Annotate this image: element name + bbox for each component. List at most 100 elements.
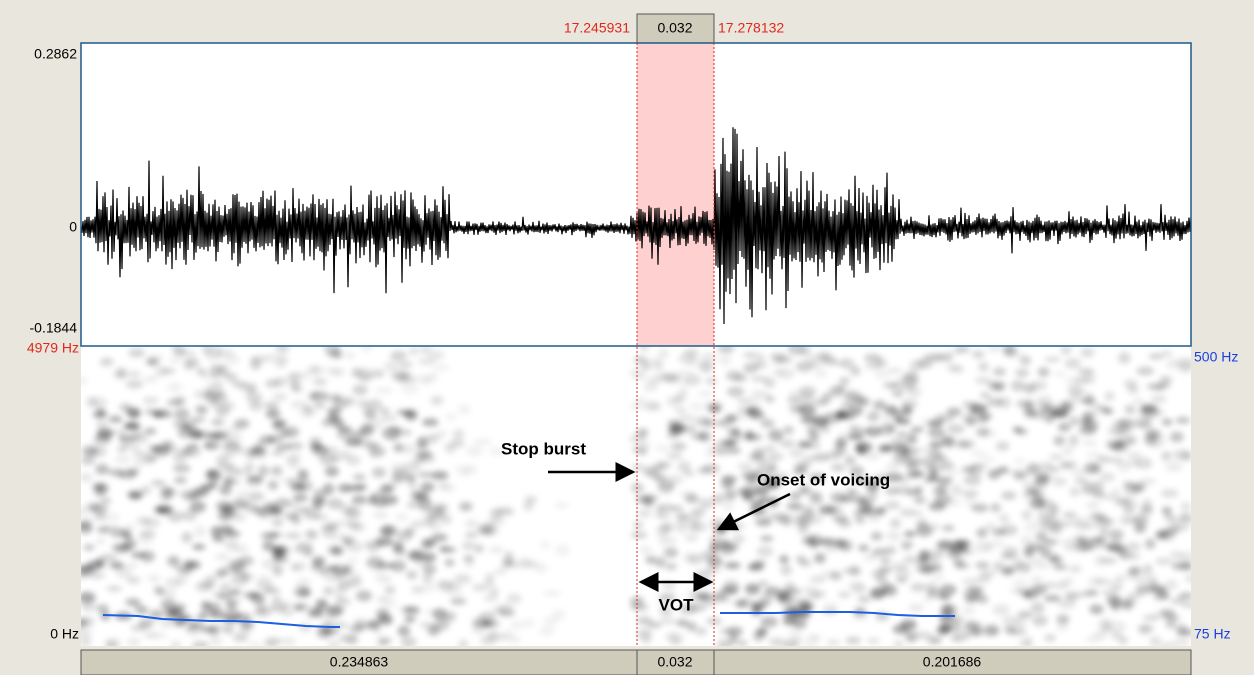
spectrogram-blob xyxy=(824,412,842,423)
spectrogram-blob xyxy=(727,448,741,454)
spectrogram-blob xyxy=(272,565,283,576)
spectrogram-blob xyxy=(1127,452,1142,458)
spectrogram-blob xyxy=(656,525,670,537)
spectrogram-blob xyxy=(909,471,925,477)
spectrogram-blob xyxy=(747,563,764,571)
spectrogram-blob xyxy=(808,541,820,549)
spectrogram-blob xyxy=(988,470,1000,480)
spectrogram-blob xyxy=(114,454,131,465)
spectrogram-blob xyxy=(999,513,1010,523)
spectrogram-blob xyxy=(372,467,386,478)
spectrogram-blob xyxy=(161,368,175,374)
spectrogram-blob xyxy=(697,467,711,474)
spectrogram-blob xyxy=(526,560,537,569)
spectrogram-blob xyxy=(673,373,684,381)
spectrogram-blob xyxy=(1006,351,1023,359)
spectrogram-blob xyxy=(473,544,484,553)
spectrogram-blob xyxy=(156,505,173,513)
spectrogram-blob xyxy=(131,551,146,558)
spectrogram-blob xyxy=(443,613,455,623)
spectrogram-blob xyxy=(86,396,98,407)
spectrogram-blob xyxy=(1162,506,1172,515)
spectrogram-blob xyxy=(1015,429,1027,435)
spectrogram-blob xyxy=(795,555,806,563)
spectrogram-blob xyxy=(845,456,856,466)
spectrogram-blob xyxy=(781,441,797,448)
spectrogram-blob xyxy=(637,428,648,438)
spectrogram-blob xyxy=(462,541,475,550)
spectrogram-blob xyxy=(309,392,324,403)
spectrogram-blob xyxy=(1065,358,1081,369)
waveform-zero: 0 xyxy=(69,219,77,235)
spectrogram-blob xyxy=(92,483,104,492)
spectrogram-blob xyxy=(756,546,773,557)
spectrogram-blob xyxy=(80,473,93,483)
spectrogram-blob xyxy=(978,362,988,372)
spectrogram-blob xyxy=(267,435,284,442)
spectrogram-blob xyxy=(1171,561,1183,570)
spectrogram-blob xyxy=(223,476,233,486)
spectrogram-blob xyxy=(272,422,285,431)
spectrogram-blob xyxy=(920,445,930,455)
spectrogram-blob xyxy=(395,513,408,521)
spectrogram-blob xyxy=(426,434,439,444)
spectrogram-blob xyxy=(1082,398,1093,407)
spectrogram-blob xyxy=(185,626,201,636)
spectrogram-blob xyxy=(691,522,708,532)
spectrogram-blob xyxy=(997,397,1011,409)
spectrogram-blob xyxy=(789,391,802,397)
spectrogram-blob xyxy=(730,429,741,436)
spectrogram-blob xyxy=(198,582,214,590)
spectrogram-blob xyxy=(429,350,444,360)
spectrogram-blob xyxy=(178,350,196,356)
spectrogram-blob xyxy=(1133,398,1145,406)
spectrogram-blob xyxy=(1099,472,1115,482)
spectrogram-blob xyxy=(1162,418,1173,425)
spectrogram-blob xyxy=(436,580,446,587)
spectrogram-blob xyxy=(129,493,141,500)
spectrogram-blob xyxy=(1099,527,1109,537)
spectrogram-blob xyxy=(95,558,105,567)
spectrogram-blob xyxy=(855,517,865,524)
spectrogram-blob xyxy=(951,484,963,496)
spectrogram-blob xyxy=(1058,599,1076,609)
spectrogram-blob xyxy=(923,476,934,484)
spectrogram-blob xyxy=(1160,378,1172,389)
spectrogram-blob xyxy=(1065,376,1081,387)
spectrogram-blob xyxy=(465,532,479,539)
spectrogram-blob xyxy=(329,454,341,462)
spectrogram-blob xyxy=(501,558,515,568)
spectrogram-blob xyxy=(96,538,106,544)
spectrogram-blob xyxy=(147,359,160,367)
spectrogram-blob xyxy=(450,598,466,605)
spectrogram-blob xyxy=(787,503,804,510)
spectrogram-blob xyxy=(282,426,299,438)
spectrogram-blob xyxy=(178,567,193,576)
vot-label: VOT xyxy=(659,595,695,614)
spectrogram-blob xyxy=(112,371,128,378)
spectrogram-blob xyxy=(96,420,108,428)
spectrogram-blob xyxy=(1110,457,1124,464)
spectrogram-blob xyxy=(719,597,733,604)
spectrogram-blob xyxy=(689,402,703,412)
spectrogram-blob xyxy=(197,613,208,619)
spectrogram-blob xyxy=(838,519,852,528)
spectrogram-blob xyxy=(271,546,283,554)
spectrogram-blob xyxy=(1086,502,1101,508)
spectrogram-blob xyxy=(963,475,981,486)
spectrogram-blob xyxy=(75,377,87,384)
spectrogram-blob xyxy=(971,462,984,468)
spectrogram-blob xyxy=(882,585,898,596)
spectrogram-blob xyxy=(885,501,900,510)
spectrogram-blob xyxy=(122,443,139,450)
spectrogram-blob xyxy=(633,521,643,530)
spectrogram-blob xyxy=(691,432,705,441)
spectrogram-blob xyxy=(963,401,978,408)
spectrogram-blob xyxy=(490,607,507,614)
spectrogram-blob xyxy=(1082,440,1097,446)
spectrogram-blob xyxy=(808,432,819,442)
spectrogram-blob xyxy=(930,636,942,644)
spectrogram-blob xyxy=(1089,604,1104,614)
spectrogram-blob xyxy=(833,539,846,547)
spectrogram-blob xyxy=(78,592,95,604)
